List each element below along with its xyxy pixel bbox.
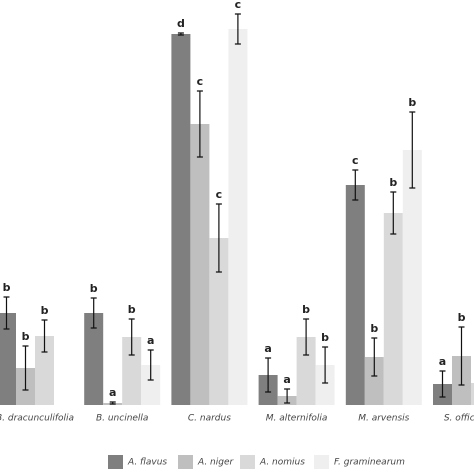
- bar: [190, 124, 210, 405]
- bar: [315, 365, 335, 405]
- error-bar: [458, 326, 465, 386]
- error-bar: [234, 13, 241, 45]
- bar: [209, 238, 229, 405]
- legend-label: F. graminearum: [334, 458, 405, 468]
- error-bar: [3, 296, 10, 330]
- error-bar: [409, 111, 416, 189]
- significance-letter: a: [439, 355, 446, 368]
- x-tick-label: S. officinalis: [444, 414, 474, 424]
- legend-label: A. nomius: [259, 458, 305, 468]
- error-bar: [352, 169, 359, 201]
- error-bar: [177, 32, 184, 36]
- error-bar: [303, 318, 310, 356]
- bar: [122, 337, 142, 405]
- legend-swatch: [178, 455, 193, 469]
- error-bar: [109, 401, 116, 405]
- error-bar: [41, 319, 48, 353]
- legend-swatch: [108, 455, 123, 469]
- bar: [171, 34, 191, 405]
- significance-letter: a: [147, 334, 154, 347]
- significance-letter: b: [22, 330, 30, 343]
- significance-letter: c: [235, 0, 242, 11]
- x-tick-label: M. arvensis: [358, 414, 409, 424]
- significance-letter: b: [458, 311, 466, 324]
- significance-letter: a: [109, 386, 116, 399]
- significance-letter: b: [128, 303, 136, 316]
- bar: [296, 337, 316, 405]
- error-bar: [22, 345, 29, 391]
- error-bar: [390, 191, 397, 235]
- significance-letter: d: [177, 17, 185, 30]
- legend-label: A. niger: [197, 458, 235, 468]
- bar: [84, 313, 104, 405]
- x-tick-label: B. uncinella: [96, 414, 149, 424]
- bar: [383, 213, 403, 405]
- bar: [228, 29, 248, 405]
- significance-letter: b: [3, 281, 11, 294]
- legend-label: A. flavus: [127, 458, 167, 468]
- error-bar: [284, 388, 291, 404]
- significance-letter: b: [389, 176, 397, 189]
- legend-swatch: [240, 455, 255, 469]
- error-bar: [439, 370, 446, 398]
- significance-letter: b: [41, 304, 49, 317]
- significance-letter: b: [302, 303, 310, 316]
- bar: [0, 313, 16, 405]
- legend-swatch: [314, 455, 329, 469]
- error-bar: [265, 357, 272, 393]
- significance-letter: b: [370, 322, 378, 335]
- error-bar: [90, 297, 97, 329]
- error-bar: [147, 349, 154, 381]
- significance-letter: a: [283, 373, 290, 386]
- significance-letter: b: [321, 331, 329, 344]
- significance-letter: c: [197, 75, 204, 88]
- bar: [402, 150, 422, 405]
- bar: [141, 365, 161, 405]
- x-tick-label: B. dracunculifolia: [0, 414, 74, 424]
- significance-letter: c: [352, 154, 359, 167]
- bar: [35, 336, 54, 405]
- significance-letter: b: [408, 96, 416, 109]
- significance-letter: b: [90, 282, 98, 295]
- significance-letter: a: [264, 342, 271, 355]
- error-bar: [322, 346, 329, 384]
- x-tick-label: M. alternifolia: [266, 414, 328, 424]
- significance-letter: c: [216, 188, 223, 201]
- bar: [471, 383, 474, 405]
- error-bar: [128, 318, 135, 356]
- error-bar: [371, 337, 378, 377]
- error-bar: [215, 203, 222, 273]
- error-bar: [196, 90, 203, 158]
- bar: [364, 357, 384, 405]
- bar: [345, 185, 365, 405]
- x-tick-label: C. nardus: [188, 414, 231, 424]
